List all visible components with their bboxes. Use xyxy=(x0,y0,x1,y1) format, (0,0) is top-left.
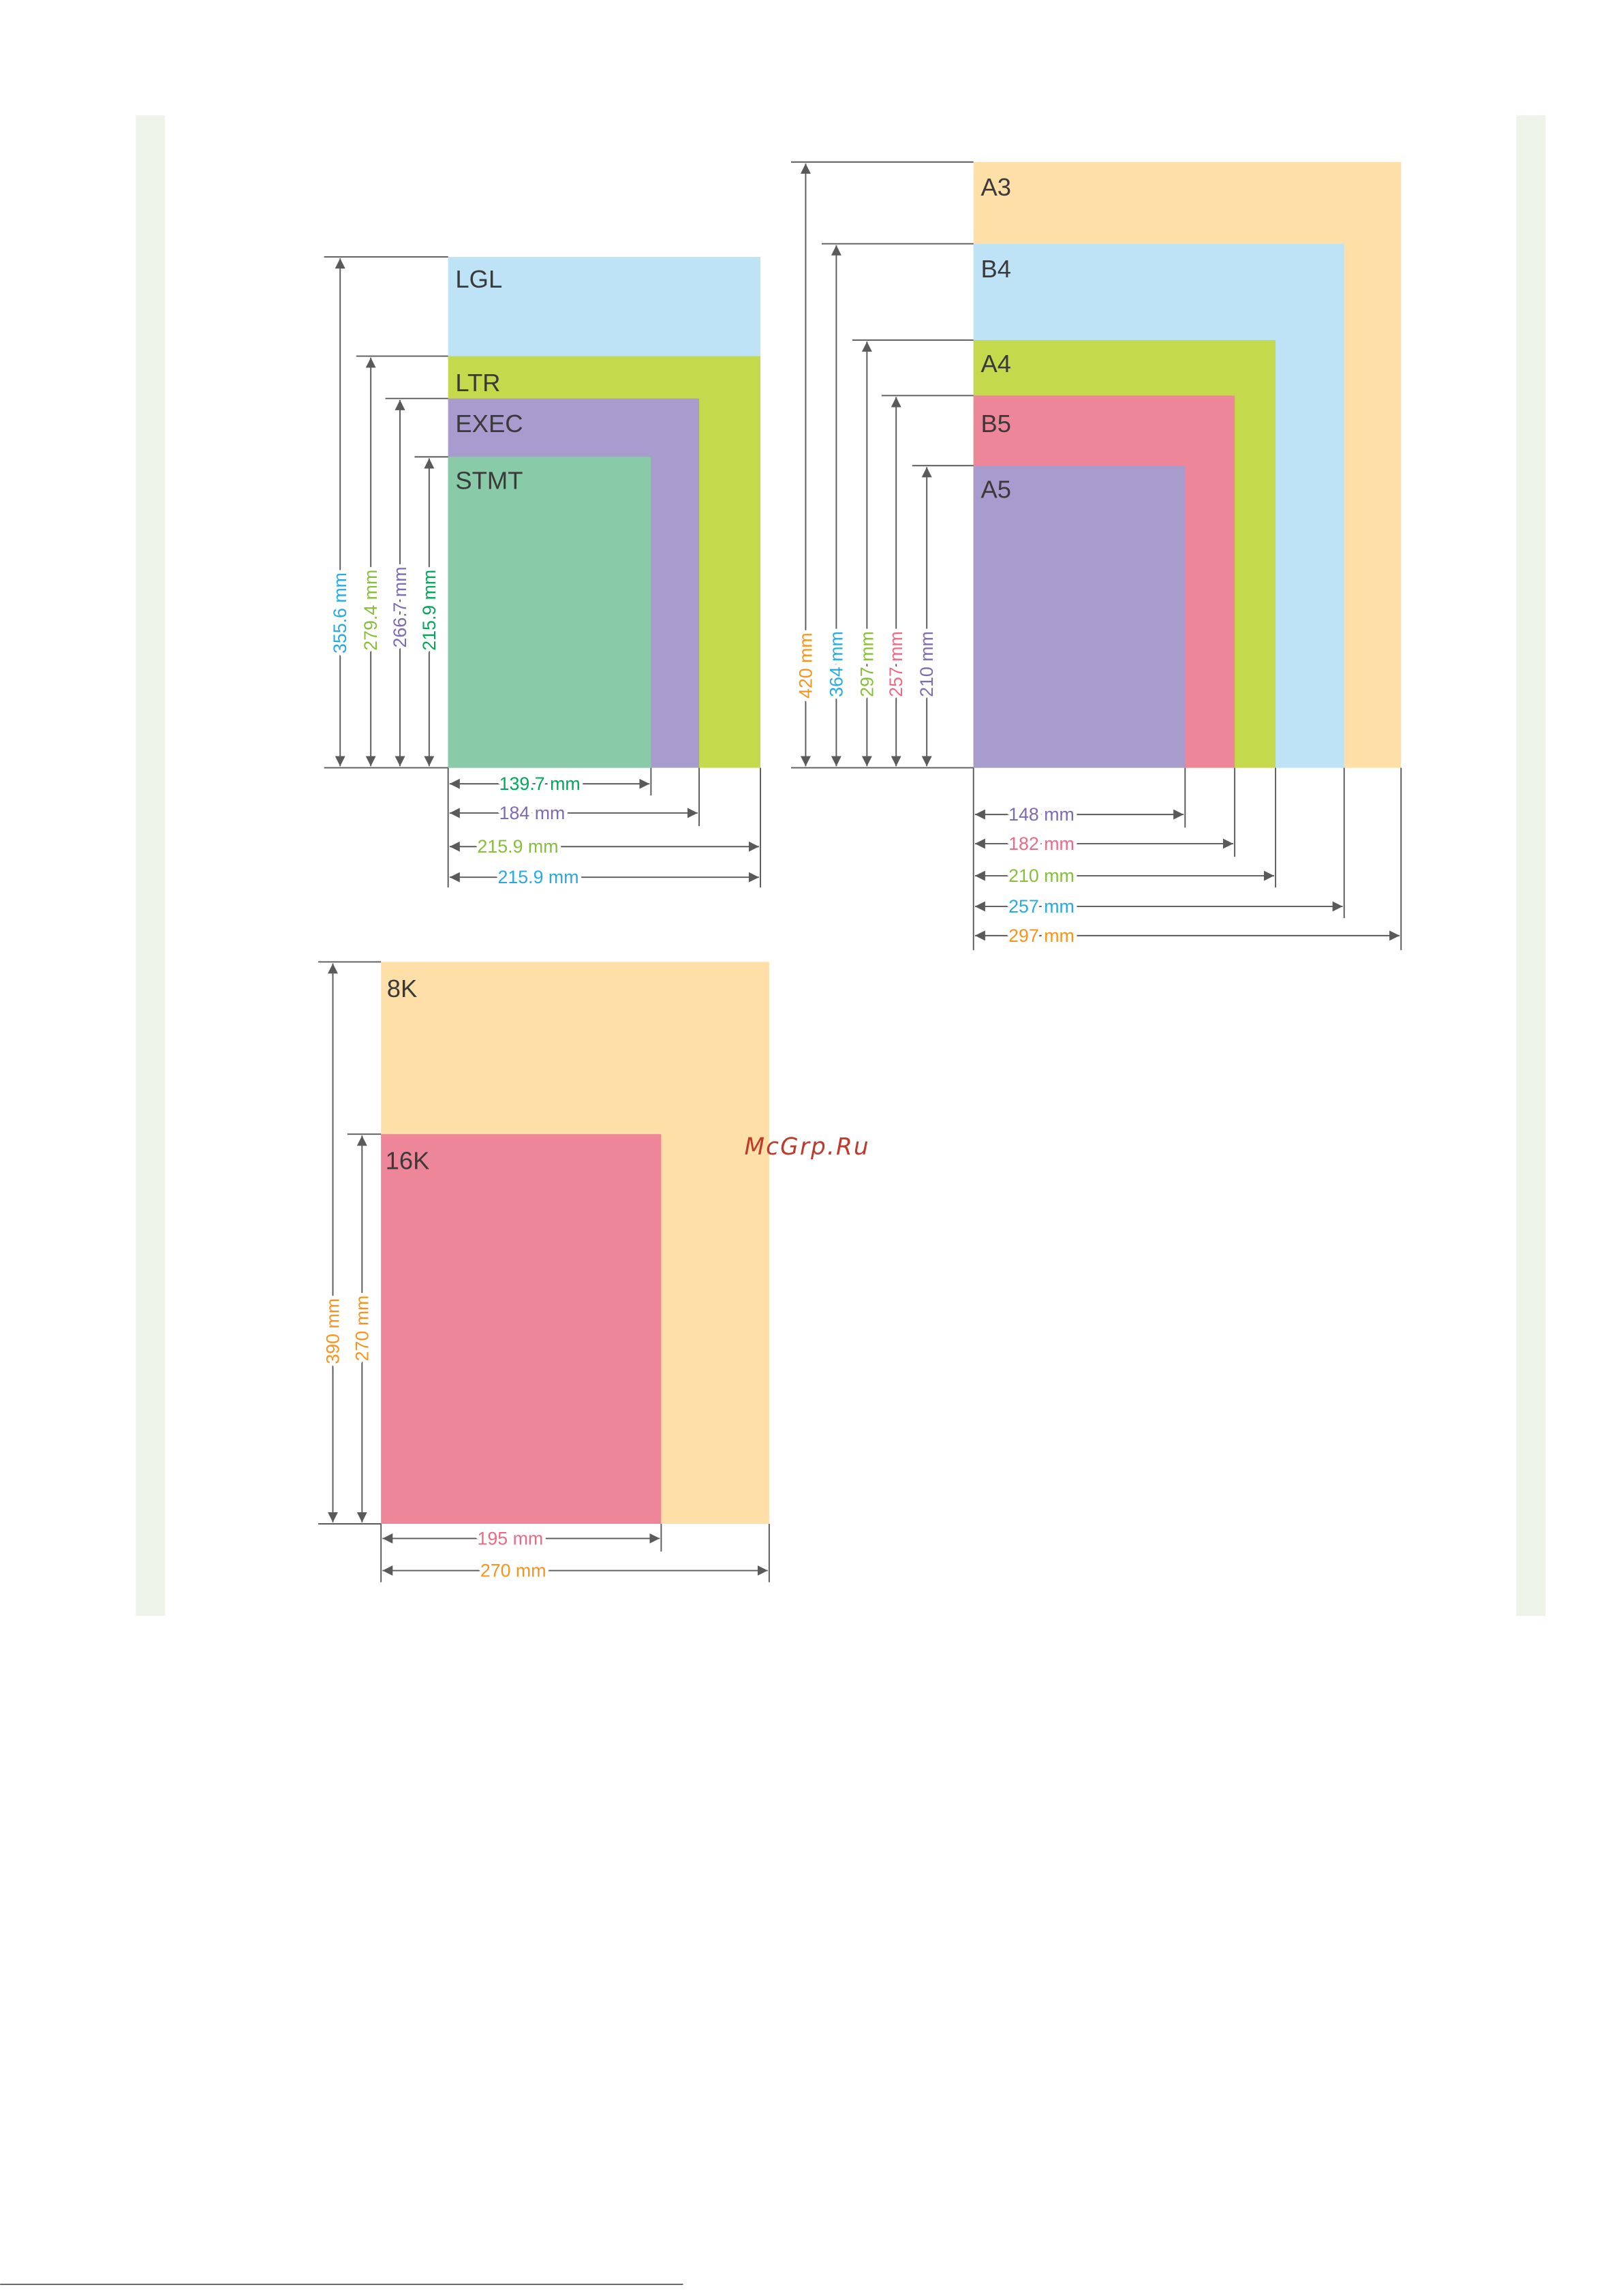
paper-label-b5: B5 xyxy=(980,410,1011,438)
paper-a5 xyxy=(973,465,1186,768)
height-label-16k: 270 mm xyxy=(352,1296,372,1362)
paper-label-b4: B4 xyxy=(980,255,1011,283)
diagram-letter-sizes: LGL LTR EXEC STMT 355.6 mm 279.4 mm 266.… xyxy=(324,256,762,891)
height-label-stmt: 215.9 mm xyxy=(419,570,439,651)
left-margin-bar xyxy=(136,115,166,1616)
width-label-b4: 257 mm xyxy=(1008,896,1075,917)
height-label-b5: 257 mm xyxy=(886,631,906,697)
height-label-b4: 364 mm xyxy=(826,631,846,697)
paper-label-exec: EXEC xyxy=(455,410,523,438)
height-label-exec: 266.7 mm xyxy=(390,566,410,647)
width-label-16k: 195 mm xyxy=(478,1528,544,1548)
paper-label-stmt: STMT xyxy=(455,466,523,494)
width-label-stmt: 139.7 mm xyxy=(499,774,581,794)
height-label-ltr: 279.4 mm xyxy=(360,570,381,651)
height-label-a4: 297 mm xyxy=(856,631,877,697)
width-label-a5: 148 mm xyxy=(1008,804,1075,825)
width-label-b5: 182 mm xyxy=(1008,833,1075,854)
height-label-8k: 390 mm xyxy=(323,1298,343,1364)
paper-label-a5: A5 xyxy=(980,475,1011,503)
watermark: McGrp.Ru xyxy=(744,1133,869,1161)
paper-label-lgl: LGL xyxy=(455,265,502,293)
paper-label-ltr: LTR xyxy=(455,369,500,397)
paper-stmt xyxy=(448,457,651,768)
width-label-exec: 184 mm xyxy=(499,803,566,823)
width-label-a4: 210 mm xyxy=(1008,866,1075,886)
paper-label-16k: 16K xyxy=(386,1147,430,1175)
height-label-lgl: 355.6 mm xyxy=(330,572,350,654)
paper-label-8k: 8K xyxy=(387,975,418,1002)
paper-label-a4: A4 xyxy=(980,350,1011,378)
paper-16k xyxy=(381,1134,662,1525)
width-label-ltr: 215.9 mm xyxy=(478,836,559,857)
paper-label-a3: A3 xyxy=(980,173,1011,201)
width-label-lgl: 215.9 mm xyxy=(498,867,579,887)
diagram-k-sizes: 8K 16K 390 mm 270 mm 195 mm 270 mm xyxy=(318,961,770,1585)
right-margin-bar xyxy=(1516,115,1546,1616)
height-label-a5: 210 mm xyxy=(916,631,937,697)
width-label-a3: 297 mm xyxy=(1008,925,1075,946)
width-label-8k: 270 mm xyxy=(480,1561,546,1581)
diagram-iso-sizes: A3 B4 A4 B5 A5 420 mm 364 mm 297 mm 257 … xyxy=(791,161,1402,951)
height-label-a3: 420 mm xyxy=(795,632,816,699)
